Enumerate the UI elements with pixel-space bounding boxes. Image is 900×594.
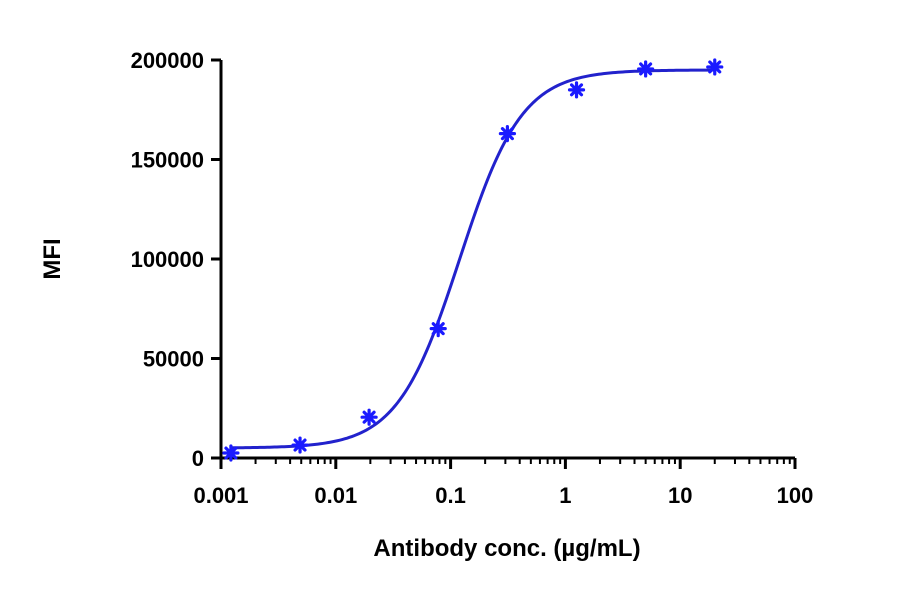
data-point-center bbox=[711, 63, 719, 71]
y-tick-label: 150000 bbox=[131, 148, 204, 173]
data-point bbox=[360, 408, 378, 426]
x-axis-title: Antibody conc. (µg/mL) bbox=[373, 535, 640, 562]
data-point bbox=[429, 320, 447, 338]
data-point bbox=[706, 58, 724, 76]
y-tick-label: 50000 bbox=[143, 347, 204, 372]
x-tick-label: 0.001 bbox=[193, 483, 248, 508]
data-point bbox=[567, 81, 586, 99]
axes: 0 50000 100000 150000 200000 0.001 0.01 0.1 1 10… bbox=[131, 48, 814, 508]
x-tick-label: 100 bbox=[777, 483, 814, 508]
data-points bbox=[222, 58, 724, 462]
x-tick-label: 0.01 bbox=[314, 483, 357, 508]
data-point bbox=[291, 436, 309, 454]
data-point-center bbox=[227, 449, 235, 457]
data-point-center bbox=[573, 86, 581, 94]
data-point-center bbox=[434, 325, 442, 333]
x-tick-label: 10 bbox=[668, 483, 692, 508]
data-point-center bbox=[503, 130, 511, 138]
y-axis-title: MFI bbox=[39, 238, 66, 279]
data-point bbox=[222, 444, 240, 462]
y-ticks: 0 50000 100000 150000 200000 bbox=[131, 48, 221, 471]
data-point-center bbox=[642, 65, 650, 73]
y-tick-label: 0 bbox=[192, 446, 204, 471]
data-point-center bbox=[365, 413, 373, 421]
data-point bbox=[498, 125, 517, 143]
y-tick-label: 100000 bbox=[131, 247, 204, 272]
y-tick-label: 200000 bbox=[131, 48, 204, 73]
fit-curve bbox=[230, 68, 715, 450]
x-ticks: 0.001 0.01 0.1 1 10 100 bbox=[193, 458, 813, 508]
x-tick-label: 1 bbox=[559, 483, 571, 508]
data-point bbox=[637, 60, 655, 78]
x-tick-label: 0.1 bbox=[435, 483, 466, 508]
data-point-center bbox=[296, 441, 304, 449]
